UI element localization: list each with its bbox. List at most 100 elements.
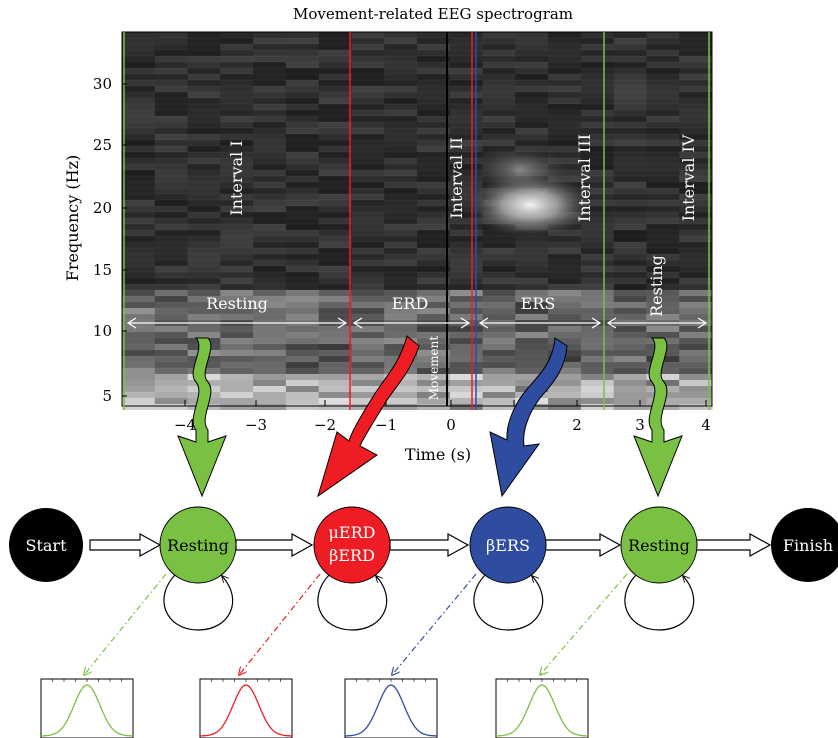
spectrogram-cell (187, 74, 221, 80)
spectrogram-cell (646, 44, 680, 50)
spectrogram-cell (384, 176, 418, 182)
spectrogram-cell (482, 80, 516, 86)
spectrogram-cell (417, 212, 451, 218)
spectrogram-cell (679, 152, 713, 158)
spectrogram-cell (253, 362, 287, 368)
spectrogram-cell (580, 254, 615, 260)
spectrogram-cell (646, 80, 680, 86)
spectrogram-cell (449, 176, 484, 182)
spectrogram-cell (384, 296, 418, 302)
spectrogram-cell (285, 74, 320, 80)
spectrogram-cell (580, 398, 615, 404)
spectrogram-cell (580, 338, 615, 344)
spectrogram-cell (253, 248, 287, 254)
spectrogram-cell (122, 206, 156, 212)
spectrogram-cell (515, 44, 549, 50)
spectrogram-cell (646, 110, 680, 116)
spectrogram-cell (122, 278, 156, 284)
spectrogram-cell (253, 122, 287, 128)
spectrogram-cell (580, 260, 615, 266)
spectrogram-cell (154, 290, 189, 296)
spectrogram-cell (580, 170, 615, 176)
spectrogram-cell (154, 350, 189, 356)
spectrogram-cell (285, 50, 320, 56)
spectrogram-cell (679, 344, 713, 350)
spectrogram-cell (154, 398, 189, 404)
spectrogram-cell (351, 386, 385, 392)
spectrogram-cell (417, 134, 451, 140)
spectrogram-cell (384, 98, 418, 104)
spectrogram: Interval I Interval II Interval III Inte… (121, 31, 713, 410)
spectrogram-cell (154, 32, 189, 38)
spectrogram-cell (679, 62, 713, 68)
spectrogram-cell (318, 230, 352, 236)
y-tick-label: 5 (102, 387, 112, 405)
spectrogram-cell (384, 242, 418, 248)
spectrogram-cell (122, 152, 156, 158)
spectrogram-cell (679, 80, 713, 86)
state-ers-node[interactable] (469, 506, 547, 584)
spectrogram-cell (482, 392, 516, 398)
spectrogram-cell (318, 128, 352, 134)
spectrogram-cell (679, 392, 713, 398)
state-resting-2-node[interactable] (620, 506, 698, 584)
spectrogram-cell (646, 134, 680, 140)
y-tick-label: 15 (93, 261, 112, 279)
spectrogram-cell (318, 308, 352, 314)
spectrogram-cell (580, 326, 615, 332)
spectrogram-cell (580, 230, 615, 236)
spectrogram-cell (253, 218, 287, 224)
state-finish-node[interactable] (771, 508, 838, 582)
spectrogram-cell (187, 110, 221, 116)
spectrogram-cell (580, 32, 615, 38)
spectrogram-cell (449, 44, 484, 50)
spectrogram-cell (548, 86, 582, 92)
spectrogram-cell (253, 38, 287, 44)
spectrogram-cell (318, 206, 352, 212)
spectrogram-cell (679, 248, 713, 254)
state-start-node[interactable] (9, 508, 83, 582)
spectrogram-cell (220, 212, 254, 218)
spectrogram-cell (351, 374, 385, 380)
spectrogram-cell (417, 248, 451, 254)
spectrogram-cell (220, 206, 254, 212)
spectrogram-cell (351, 134, 385, 140)
spectrogram-cell (482, 116, 516, 122)
spectrogram-cell (679, 374, 713, 380)
spectrogram-cell (318, 332, 352, 338)
spectrogram-cell (679, 212, 713, 218)
spectrogram-cell (646, 200, 680, 206)
state-erd-node[interactable] (313, 506, 391, 584)
spectrogram-cell (580, 284, 615, 290)
spectrogram-cell (351, 110, 385, 116)
spectrogram-cell (646, 212, 680, 218)
spectrogram-cell (679, 326, 713, 332)
spectrogram-cell (449, 128, 484, 134)
spectrogram-cell (220, 146, 254, 152)
spectrogram-cell (515, 362, 549, 368)
spectrogram-cell (220, 338, 254, 344)
spectrogram-cell (482, 308, 516, 314)
spectrogram-cell (285, 188, 320, 194)
spectrogram-cell (318, 134, 352, 140)
spectrogram-cell (482, 50, 516, 56)
spectrogram-cell (482, 110, 516, 116)
spectrogram-cell (482, 128, 516, 134)
spectrogram-cell (318, 68, 352, 74)
spectrogram-cell (154, 134, 189, 140)
spectrogram-cell (613, 380, 647, 386)
spectrogram-cell (679, 368, 713, 374)
state-resting-1-node[interactable] (159, 506, 237, 584)
spectrogram-cell (285, 356, 320, 362)
figure-title: Movement-related EEG spectrogram (293, 5, 573, 23)
spectrogram-cell (122, 68, 156, 74)
spectrogram-cell (548, 122, 582, 128)
spectrogram-cell (318, 368, 352, 374)
spectrogram-cell (154, 284, 189, 290)
spectrogram-cell (187, 152, 221, 158)
spectrogram-cell (417, 140, 451, 146)
spectrogram-cell (580, 134, 615, 140)
spectrogram-cell (679, 92, 713, 98)
spectrogram-cell (679, 158, 713, 164)
spectrogram-cell (351, 116, 385, 122)
